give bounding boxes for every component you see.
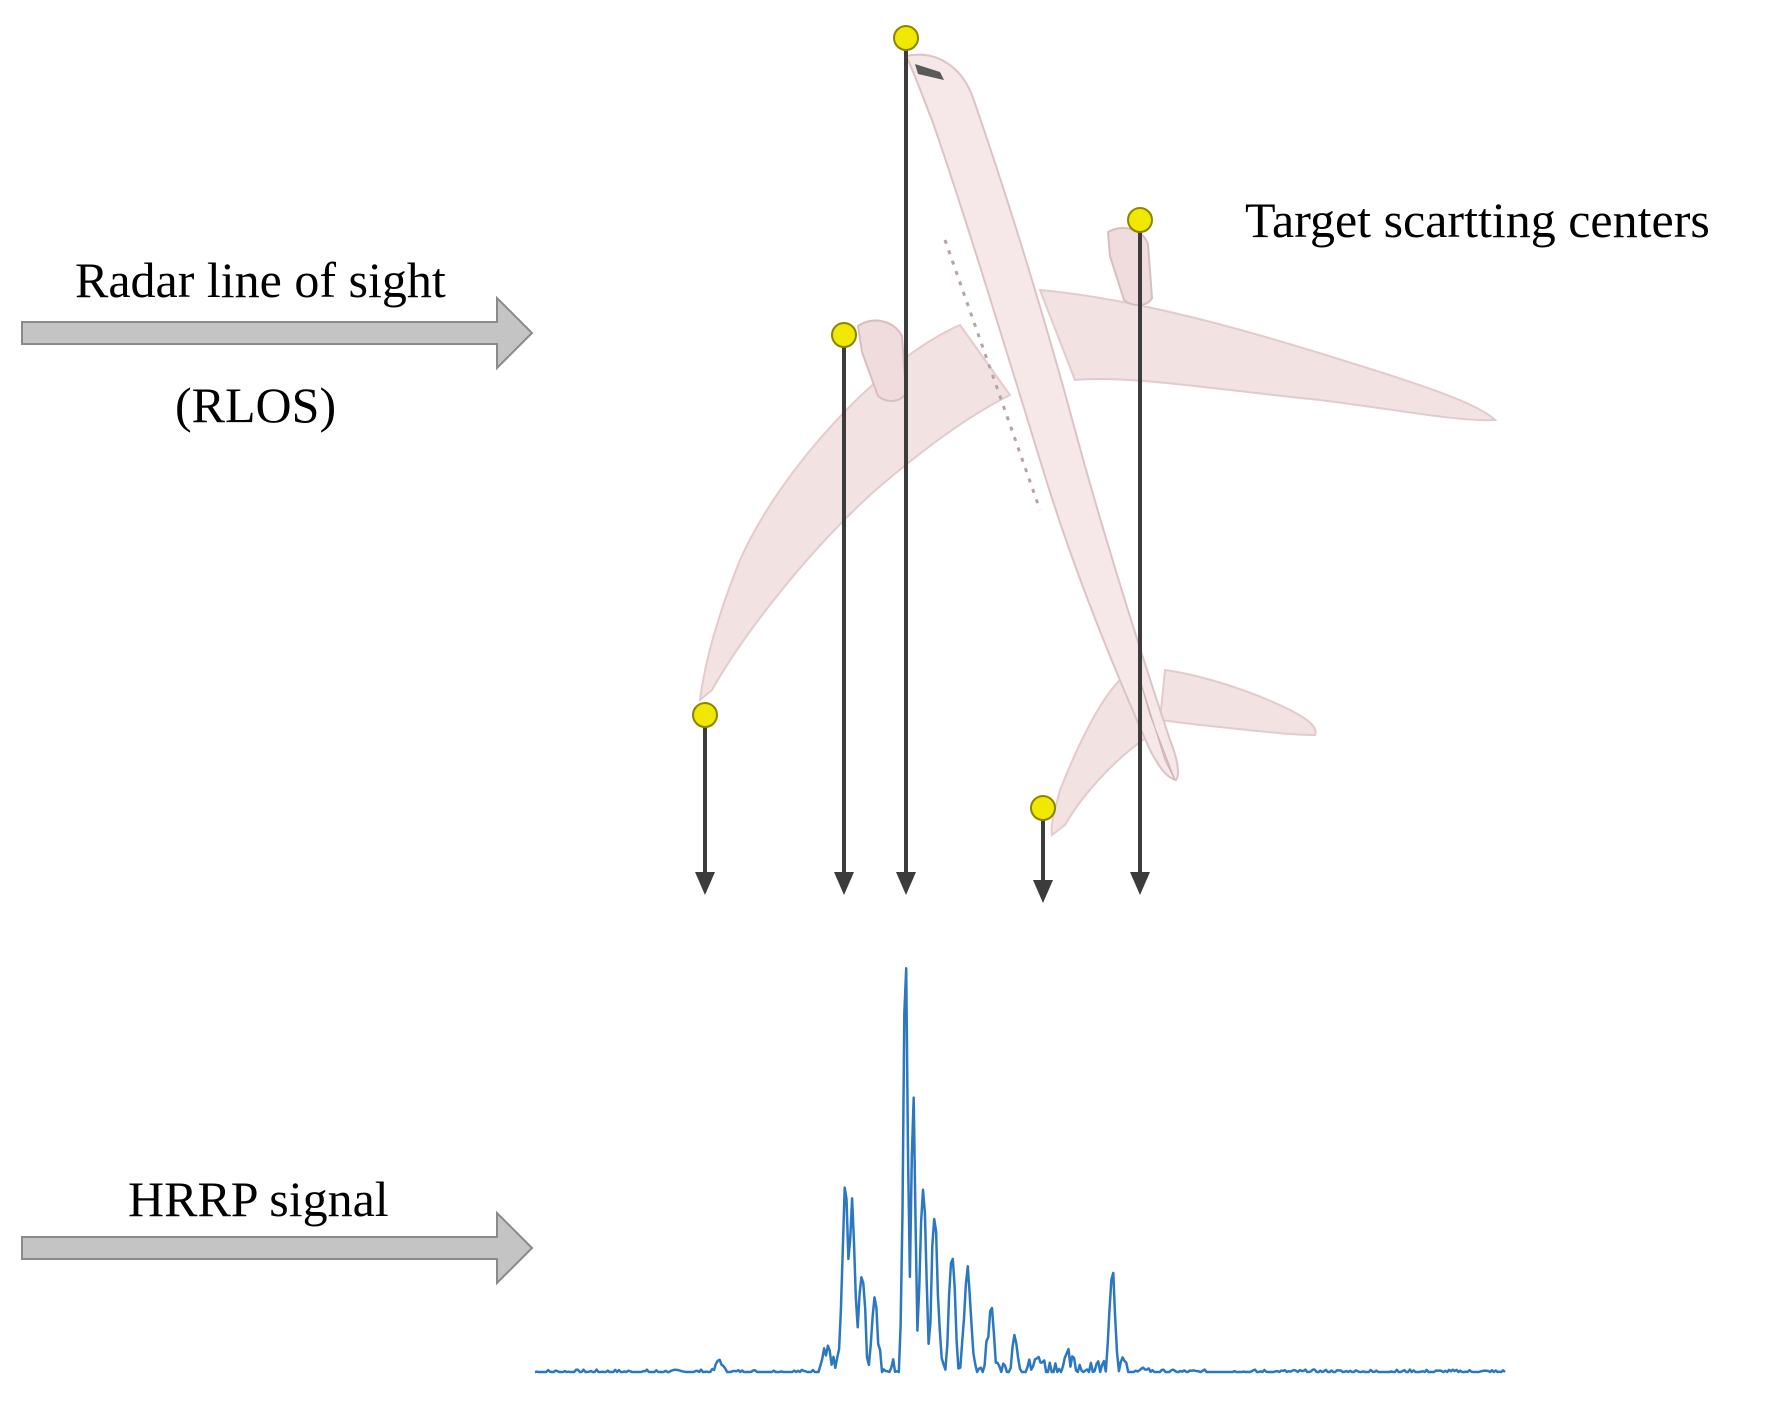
scatter-point-left-engine (831, 322, 857, 348)
airplane-fuselage (904, 53, 1179, 782)
scatter-point-nose (893, 25, 919, 51)
airplane-right-wing (1038, 288, 1498, 422)
arrowhead-right-engine (1130, 872, 1150, 895)
airplane-icon (698, 53, 1498, 837)
airplane-left-wing (698, 323, 1012, 703)
arrowhead-left-wingtip (695, 872, 715, 895)
airplane-left-stabilizer (1050, 678, 1152, 837)
scatter-point-right-engine (1127, 207, 1153, 233)
airplane-vertical-tail (1139, 679, 1176, 781)
rlos-arrow-icon (21, 295, 534, 371)
arrowhead-left-engine (834, 872, 854, 895)
hrrp-signal-label: HRRP signal (128, 1171, 389, 1227)
hrrp-arrow-icon (21, 1210, 534, 1286)
arrowhead-nose (896, 872, 916, 895)
scatter-point-tail-stabilizer (1030, 795, 1056, 821)
airplane-left-engine (856, 319, 908, 402)
scattering-centers-label: Target scartting centers (1245, 192, 1710, 248)
airplane-cockpit (915, 64, 944, 80)
hrrp-signal-line (534, 967, 1506, 1374)
airplane-right-engine (1106, 227, 1154, 306)
airplane-right-stabilizer (1158, 668, 1317, 737)
projection-lines (695, 38, 1150, 903)
scattering-centers (692, 25, 1153, 821)
rlos-title: Radar line of sight (75, 252, 446, 308)
airplane-window-row (943, 239, 1042, 511)
arrowhead-tail-stabilizer (1033, 880, 1053, 903)
scatter-point-left-wingtip (692, 702, 718, 728)
rlos-abbreviation: (RLOS) (175, 377, 337, 433)
